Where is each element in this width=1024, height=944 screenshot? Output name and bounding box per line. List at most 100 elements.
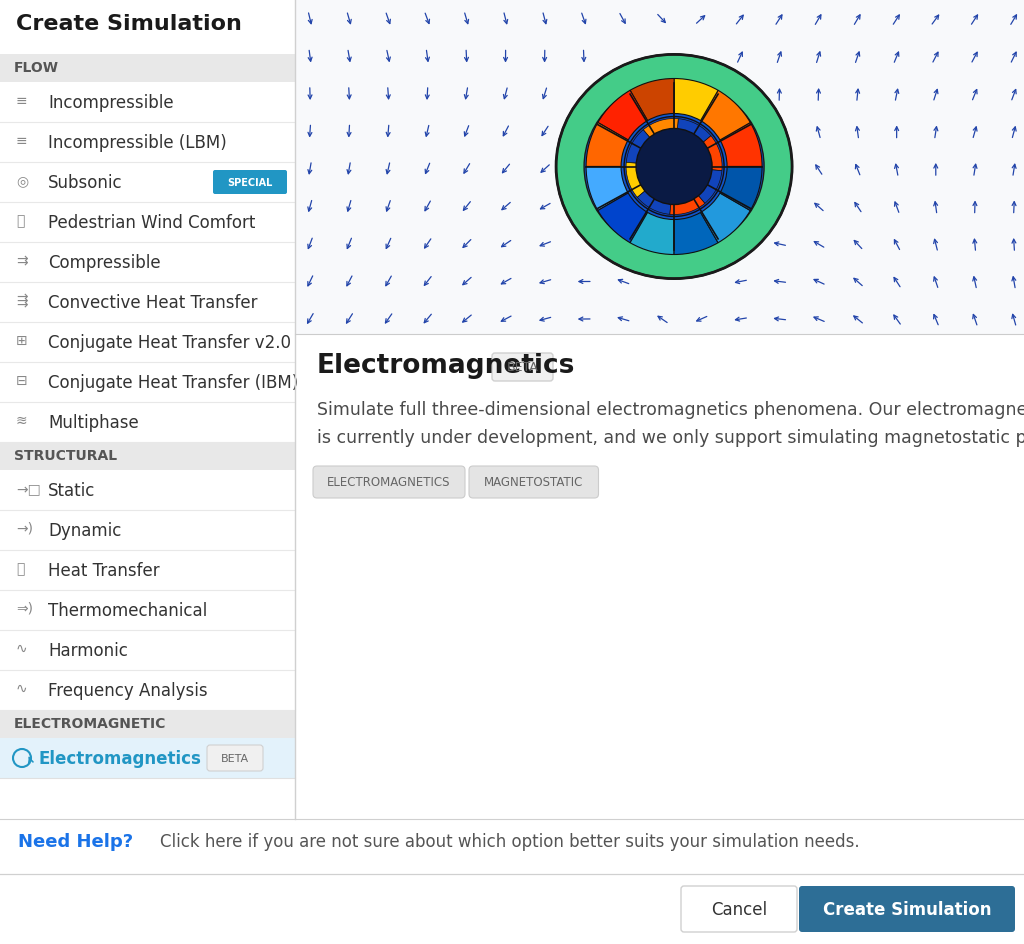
Bar	[0, 203, 295, 243]
Text: SPECIAL: SPECIAL	[227, 177, 272, 188]
Text: ≡: ≡	[16, 93, 28, 108]
Text: ∿: ∿	[16, 641, 28, 655]
Text: BETA: BETA	[221, 753, 249, 763]
Text: Create Simulation: Create Simulation	[822, 900, 991, 918]
Bar	[0, 590, 295, 631]
Wedge shape	[674, 79, 718, 122]
Text: Heat Transfer: Heat Transfer	[48, 562, 160, 580]
Text: Create Simulation: Create Simulation	[16, 14, 242, 34]
Text: ∿: ∿	[16, 682, 28, 696]
Text: ⦾: ⦾	[16, 213, 25, 228]
Bar	[0, 819, 1024, 874]
Bar	[0, 323, 295, 362]
Text: STRUCTURAL: STRUCTURAL	[14, 448, 117, 463]
Wedge shape	[670, 189, 705, 215]
Bar	[0, 443, 295, 470]
Text: ◎: ◎	[16, 174, 28, 188]
Wedge shape	[586, 167, 628, 211]
Bar	[0, 55, 295, 83]
Bar	[0, 550, 295, 590]
FancyBboxPatch shape	[469, 466, 598, 498]
Text: Conjugate Heat Transfer (IBM): Conjugate Heat Transfer (IBM)	[48, 374, 298, 392]
Text: Click here if you are not sure about which option better suits your simulation n: Click here if you are not sure about whi…	[160, 832, 859, 851]
Text: Subsonic: Subsonic	[48, 174, 123, 192]
Wedge shape	[677, 120, 711, 149]
Bar	[0, 710, 295, 738]
Text: Need Help?: Need Help?	[18, 832, 133, 851]
Wedge shape	[720, 167, 762, 211]
Text: ⊟: ⊟	[16, 374, 28, 388]
Bar	[0, 738, 295, 778]
Text: Compressible: Compressible	[48, 254, 161, 272]
Circle shape	[624, 117, 724, 217]
Bar	[0, 874, 1024, 944]
Text: Incompressible: Incompressible	[48, 93, 174, 112]
Text: Multiphase: Multiphase	[48, 413, 138, 431]
Text: Electromagnetics: Electromagnetics	[38, 750, 201, 767]
Bar	[0, 123, 295, 162]
Text: Harmonic: Harmonic	[48, 641, 128, 659]
Text: 🌡: 🌡	[16, 562, 25, 576]
Text: Pedestrian Wind Comfort: Pedestrian Wind Comfort	[48, 213, 255, 232]
Wedge shape	[626, 163, 652, 198]
Bar	[0, 83, 295, 123]
Text: ≡: ≡	[16, 134, 28, 148]
Text: Convective Heat Transfer: Convective Heat Transfer	[48, 294, 257, 312]
Text: Static: Static	[48, 481, 95, 499]
Wedge shape	[598, 92, 647, 141]
Wedge shape	[598, 194, 647, 244]
Text: BETA: BETA	[507, 362, 539, 374]
Text: Electromagnetics: Electromagnetics	[317, 353, 575, 379]
Text: ≋: ≋	[16, 413, 28, 428]
Bar	[0, 402, 295, 443]
FancyBboxPatch shape	[207, 745, 263, 771]
Bar	[295, 0, 1024, 334]
Ellipse shape	[556, 56, 793, 279]
Wedge shape	[630, 79, 674, 122]
FancyBboxPatch shape	[681, 886, 797, 932]
Wedge shape	[720, 124, 762, 167]
Ellipse shape	[584, 82, 764, 253]
Bar	[0, 470, 295, 511]
Bar	[0, 511, 295, 550]
Bar	[0, 282, 295, 323]
Wedge shape	[630, 213, 674, 255]
Text: Conjugate Heat Transfer v2.0: Conjugate Heat Transfer v2.0	[48, 333, 291, 351]
FancyBboxPatch shape	[213, 171, 287, 194]
Text: FLOW: FLOW	[14, 61, 59, 75]
Bar	[0, 162, 295, 203]
Text: ELECTROMAGNETICS: ELECTROMAGNETICS	[328, 476, 451, 489]
Text: Cancel: Cancel	[711, 900, 767, 918]
Wedge shape	[692, 170, 722, 204]
Text: →): →)	[16, 521, 33, 535]
Text: is currently under development, and we only support simulating magnetostatic pro: is currently under development, and we o…	[317, 429, 1024, 447]
Text: ⊞: ⊞	[16, 333, 28, 347]
FancyBboxPatch shape	[313, 466, 465, 498]
Text: MAGNETOSTATIC: MAGNETOSTATIC	[484, 476, 584, 489]
Circle shape	[636, 129, 712, 205]
Wedge shape	[627, 130, 656, 165]
Wedge shape	[700, 92, 751, 141]
Text: Frequency Analysis: Frequency Analysis	[48, 682, 208, 700]
Text: →□: →□	[16, 481, 41, 496]
Text: ELECTROMAGNETIC: ELECTROMAGNETIC	[14, 716, 166, 731]
Text: Dynamic: Dynamic	[48, 521, 122, 539]
Text: Thermomechanical: Thermomechanical	[48, 601, 207, 619]
Bar	[0, 670, 295, 710]
Wedge shape	[643, 119, 678, 146]
Wedge shape	[700, 194, 751, 244]
Bar	[0, 362, 295, 402]
Wedge shape	[637, 185, 672, 215]
Bar	[0, 631, 295, 670]
Text: ⇶: ⇶	[16, 294, 28, 308]
FancyBboxPatch shape	[492, 354, 553, 381]
Bar	[295, 0, 1024, 334]
Wedge shape	[586, 124, 628, 167]
Text: Incompressible (LBM): Incompressible (LBM)	[48, 134, 226, 152]
Text: ⇒): ⇒)	[16, 601, 33, 615]
Text: ⇉: ⇉	[16, 254, 28, 268]
Bar	[0, 243, 295, 282]
Bar	[0, 0, 295, 944]
FancyBboxPatch shape	[799, 886, 1015, 932]
Text: Simulate full three-dimensional electromagnetics phenomena. Our electromagnetics: Simulate full three-dimensional electrom…	[317, 400, 1024, 418]
